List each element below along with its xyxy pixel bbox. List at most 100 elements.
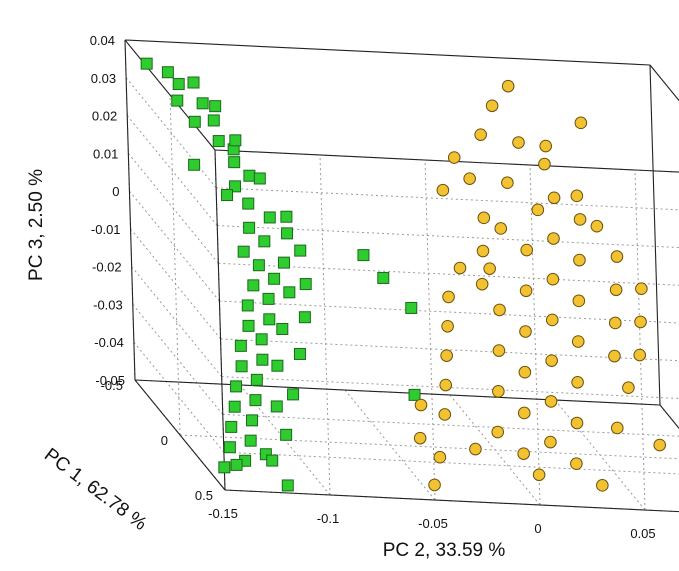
data-point-square (161, 66, 174, 79)
data-point-square (196, 97, 209, 110)
data-point-square (249, 394, 262, 407)
data-point-circle (573, 213, 587, 226)
grid-line (449, 394, 541, 506)
z-tick-label: 0.03 (91, 71, 116, 86)
data-points (140, 57, 667, 492)
z-tick-label: -0.04 (94, 335, 124, 350)
data-point-circle (414, 398, 428, 412)
data-point-square (241, 299, 254, 312)
data-point-square (229, 134, 242, 147)
data-point-circle (439, 378, 453, 392)
data-point-circle (476, 244, 490, 258)
data-point-square (250, 373, 263, 386)
data-point-circle (596, 479, 609, 492)
data-point-square (140, 57, 153, 70)
grid-line (424, 159, 436, 501)
data-point-circle (475, 277, 489, 291)
data-point-circle (485, 99, 499, 113)
data-point-circle (544, 395, 558, 408)
data-point-square (294, 244, 307, 257)
data-point-square (357, 249, 370, 262)
data-point-square (263, 211, 276, 224)
x-tick-label: 0 (161, 433, 168, 448)
z-tick-label: 0.02 (92, 109, 117, 124)
data-point-circle (501, 176, 514, 190)
data-point-square (243, 221, 256, 234)
data-point-circle (622, 381, 635, 395)
data-point-square (172, 78, 185, 91)
y-tick-label: -0.15 (208, 506, 238, 521)
data-point-circle (610, 250, 624, 263)
data-point-square (255, 333, 268, 346)
data-point-square (242, 197, 255, 210)
data-point-square (171, 94, 184, 107)
box-edge (224, 489, 679, 513)
data-point-square (405, 301, 418, 314)
grid-line (659, 404, 679, 430)
data-point-square (298, 311, 311, 324)
grid-lines (124, 39, 679, 513)
grid-line (554, 399, 646, 511)
data-point-square (229, 180, 242, 193)
data-point-circle (493, 303, 506, 317)
data-point-square (187, 76, 200, 89)
data-point-circle (440, 349, 453, 362)
data-point-circle (512, 136, 525, 149)
y-tick-label: -0.1 (317, 511, 339, 526)
x-axis-label: PC 1, 62.78 % (40, 444, 151, 535)
data-point-circle (532, 468, 546, 482)
data-point-circle (447, 151, 461, 164)
data-point-circle (413, 431, 427, 445)
yellow-circle-series (413, 79, 667, 492)
data-point-circle (483, 262, 496, 275)
data-point-circle (572, 294, 586, 308)
grid-line (125, 77, 217, 189)
data-point-circle (538, 157, 551, 171)
data-point-square (377, 271, 390, 284)
data-point-circle (634, 315, 647, 329)
data-point-square (242, 319, 255, 332)
data-point-circle (539, 139, 553, 153)
box-edge (134, 379, 661, 406)
data-point-square (259, 448, 272, 461)
data-point-circle (517, 447, 530, 460)
grid-line (131, 266, 223, 377)
grid-line (634, 169, 646, 511)
data-point-square (230, 458, 243, 471)
data-point-circle (633, 348, 647, 362)
grid-line (133, 341, 225, 453)
data-point-square (228, 400, 241, 413)
data-point-square (262, 292, 275, 305)
data-point-square (237, 245, 250, 258)
data-point-circle (570, 189, 584, 203)
data-point-circle (570, 457, 583, 471)
data-point-circle (469, 442, 482, 456)
data-point-square (188, 115, 201, 128)
grid-line (319, 154, 331, 496)
data-point-square (218, 461, 231, 474)
grid-line (129, 190, 220, 302)
data-point-square (228, 156, 241, 169)
data-point-circle (436, 183, 450, 197)
grid-line (529, 164, 541, 506)
y-tick-label: -0.05 (418, 516, 448, 531)
tick-labels: -0.05 -0.04 -0.03 -0.02 -0.01 0 0.01 0.02 0.03 0.… (90, 33, 656, 541)
data-point-square (268, 272, 281, 285)
data-point-circle (492, 344, 506, 357)
data-point-square (212, 135, 225, 148)
z-tick-label: 0.01 (93, 146, 118, 161)
data-point-square (244, 434, 257, 447)
box-edge (124, 39, 216, 151)
data-point-circle (571, 335, 585, 348)
data-point-circle (531, 203, 545, 217)
data-point-square (281, 479, 294, 492)
data-point-square (281, 227, 294, 240)
data-point-square (221, 189, 234, 202)
z-axis-label: PC 3, 2.50 % (26, 169, 47, 281)
data-point-circle (590, 219, 604, 233)
box-edge (659, 404, 679, 430)
box-edge (214, 149, 226, 491)
z-tick-label: -0.03 (93, 297, 123, 312)
data-point-circle (463, 172, 476, 185)
data-point-square (188, 158, 201, 171)
